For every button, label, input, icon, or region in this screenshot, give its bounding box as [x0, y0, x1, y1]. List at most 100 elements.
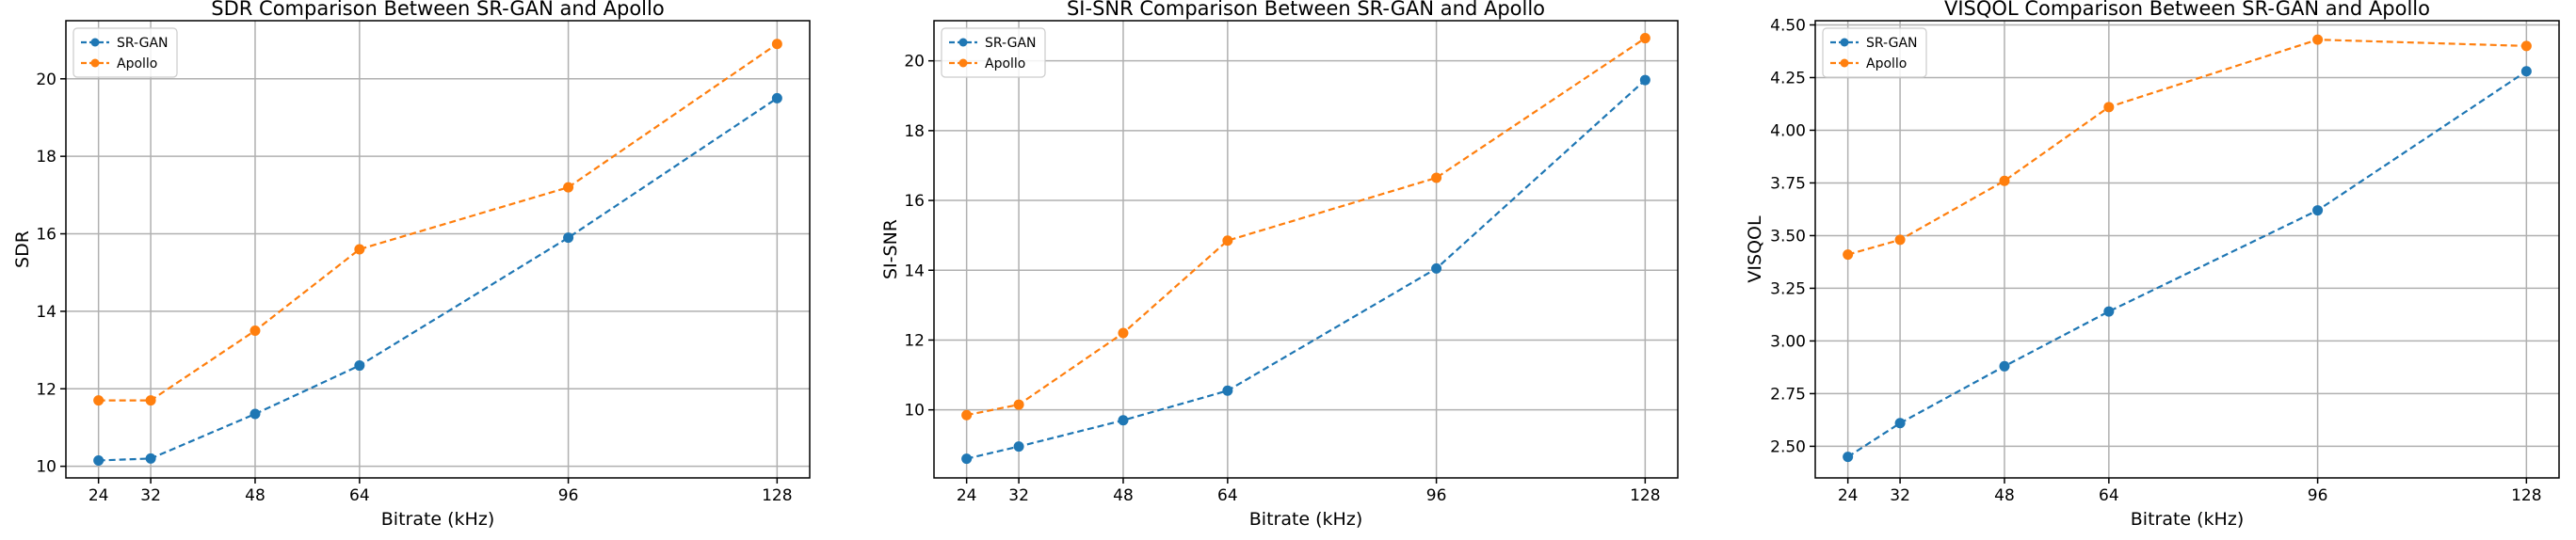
x-tick-label: 48 — [1994, 486, 2015, 505]
y-tick-label: 4.25 — [1770, 69, 1806, 87]
data-point-srgan — [1118, 415, 1129, 426]
x-tick-label: 48 — [245, 486, 266, 505]
legend-label-apollo: Apollo — [985, 56, 1025, 71]
x-axis-label: Bitrate (kHz) — [1249, 509, 1363, 530]
y-tick-label: 3.25 — [1770, 279, 1806, 298]
data-point-apollo — [2103, 102, 2115, 113]
y-tick-label: 2.75 — [1770, 385, 1806, 404]
data-point-srgan — [250, 408, 261, 420]
x-tick-label: 32 — [140, 486, 161, 505]
axes-frame — [65, 20, 811, 479]
axes-frame — [1814, 20, 2560, 479]
series-line-apollo — [98, 42, 778, 402]
y-tick-label: 10 — [904, 402, 925, 421]
x-tick-label: 128 — [2511, 486, 2541, 505]
legend-box — [72, 27, 178, 78]
chart-panel-1: 24 32 48 64 96 128 10 12 14 16 18 20 SDR Comparison … — [12, 0, 811, 530]
data-point-srgan — [1639, 74, 1650, 86]
y-tick-label: 12 — [904, 331, 925, 350]
x-tick-label: 96 — [2308, 486, 2328, 505]
data-point-srgan — [771, 92, 782, 103]
data-point-srgan — [145, 453, 156, 464]
y-tick-label: 3.50 — [1770, 227, 1806, 246]
series-line-srgan — [966, 79, 1647, 460]
series-line-apollo — [1847, 39, 2527, 256]
data-point-apollo — [145, 395, 156, 406]
data-point-srgan — [961, 453, 973, 465]
y-tick-label: 16 — [904, 192, 925, 211]
data-point-apollo — [1013, 399, 1024, 410]
data-point-srgan — [1431, 262, 1442, 274]
y-axis-label: VISQOL — [1745, 215, 1765, 283]
y-tick-label: 4.00 — [1770, 121, 1806, 140]
legend-marker — [1840, 58, 1849, 68]
axes-frame — [933, 20, 1679, 479]
x-tick-label: 64 — [2099, 486, 2119, 505]
x-axis-label: Bitrate (kHz) — [381, 509, 495, 530]
x-tick-label: 32 — [1008, 486, 1029, 505]
x-tick-label: 24 — [89, 486, 109, 505]
x-tick-label: 128 — [1630, 486, 1660, 505]
y-tick-label: 4.50 — [1770, 16, 1806, 35]
x-tick-label: 24 — [1838, 486, 1859, 505]
chart-panel-3: 24 32 48 64 96 128 2.50 2.75 3.00 3.25 3.50 3.75 4.0… — [1745, 0, 2560, 530]
y-tick-label: 14 — [904, 262, 925, 280]
chart-title: SI-SNR Comparison Between SR-GAN and Apo… — [1067, 0, 1545, 20]
chart-title: SDR Comparison Between SR-GAN and Apollo — [211, 0, 664, 20]
legend-label-srgan: SR-GAN — [117, 36, 169, 51]
data-point-apollo — [961, 409, 973, 421]
y-tick-label: 18 — [36, 148, 56, 167]
data-point-apollo — [1222, 235, 1233, 246]
legend-label-srgan: SR-GAN — [985, 36, 1037, 51]
data-point-srgan — [563, 232, 574, 244]
data-point-apollo — [563, 182, 574, 193]
data-point-apollo — [1843, 249, 1854, 261]
x-tick-label: 24 — [957, 486, 977, 505]
data-point-apollo — [771, 39, 782, 50]
data-point-srgan — [2312, 205, 2324, 216]
data-point-srgan — [354, 360, 365, 372]
y-tick-label: 12 — [36, 380, 56, 399]
data-point-srgan — [1843, 452, 1854, 463]
y-tick-label: 2.50 — [1770, 437, 1806, 456]
y-tick-label: 3.75 — [1770, 174, 1806, 193]
data-point-apollo — [250, 325, 261, 336]
data-point-apollo — [1639, 33, 1650, 44]
y-tick-label: 10 — [36, 458, 56, 477]
data-point-srgan — [1222, 385, 1233, 396]
data-point-apollo — [1999, 175, 2010, 186]
data-point-apollo — [2312, 34, 2324, 45]
data-point-apollo — [93, 395, 105, 406]
y-tick-label: 16 — [36, 226, 56, 245]
data-point-srgan — [2103, 306, 2115, 317]
x-tick-label: 128 — [762, 486, 792, 505]
legend-label-apollo: Apollo — [1866, 56, 1907, 71]
data-point-apollo — [354, 244, 365, 255]
series-line-apollo — [966, 37, 1646, 417]
legend-box — [1822, 27, 1927, 78]
legend-marker — [1840, 38, 1849, 47]
chart-title: VISQOL Comparison Between SR-GAN and Apo… — [1944, 0, 2430, 20]
x-tick-label: 96 — [1426, 486, 1447, 505]
y-tick-label: 14 — [36, 303, 56, 322]
series-line-srgan — [1847, 70, 2527, 458]
y-tick-label: 3.00 — [1770, 332, 1806, 351]
data-point-srgan — [1013, 441, 1024, 453]
data-point-apollo — [1431, 172, 1442, 183]
legend-label-srgan: SR-GAN — [1866, 36, 1918, 51]
data-point-srgan — [93, 454, 105, 466]
x-tick-label: 64 — [349, 486, 370, 505]
data-point-srgan — [1999, 360, 2010, 372]
x-tick-label: 96 — [558, 486, 579, 505]
data-point-srgan — [1894, 418, 1906, 429]
y-axis-label: SDR — [12, 230, 33, 268]
data-point-apollo — [1894, 234, 1906, 246]
x-axis-label: Bitrate (kHz) — [2131, 509, 2245, 530]
legend-box — [941, 27, 1046, 78]
y-tick-label: 20 — [36, 71, 56, 89]
series-line-srgan — [98, 97, 778, 462]
legend-marker — [90, 58, 100, 68]
y-tick-label: 18 — [904, 122, 925, 141]
legend-marker — [958, 58, 968, 68]
x-tick-label: 32 — [1890, 486, 1910, 505]
